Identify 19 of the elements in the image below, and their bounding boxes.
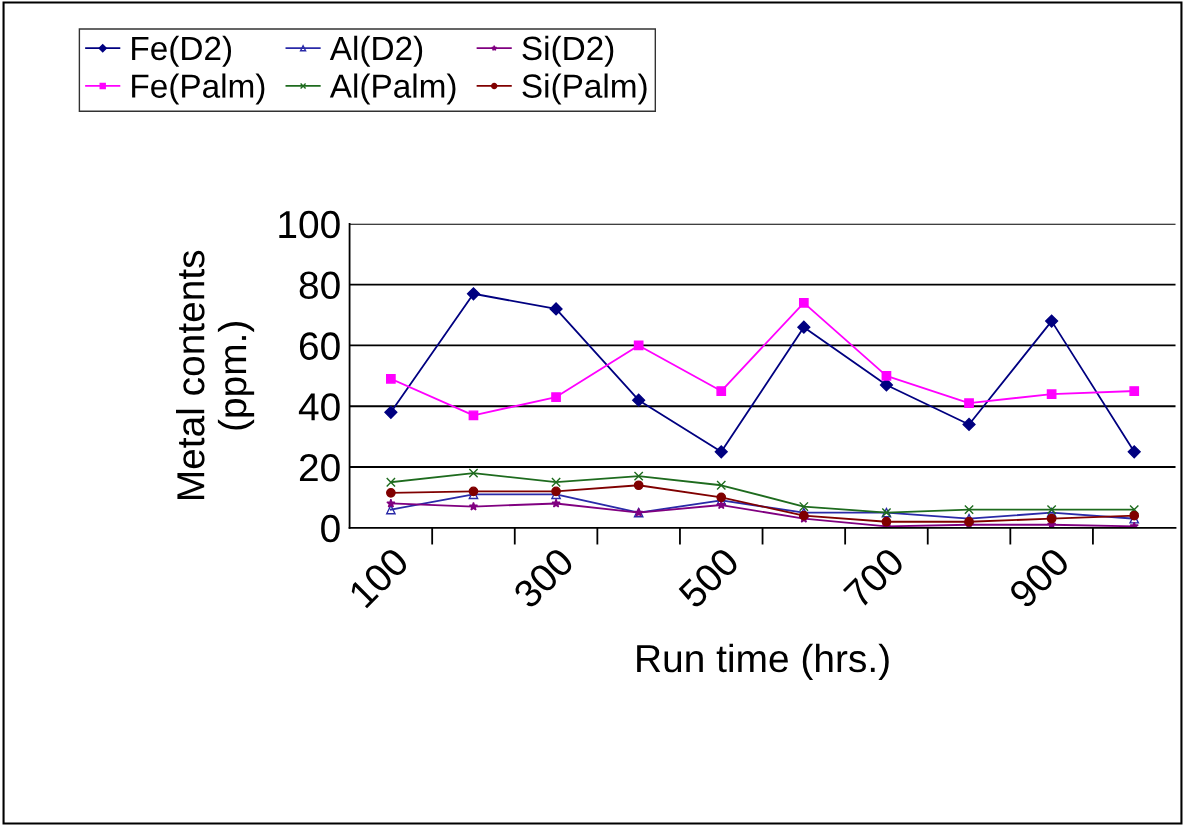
legend-label: Si(D2) (522, 35, 614, 67)
legend-label: Fe(Palm) (132, 73, 265, 105)
x-axis-title: Run time (hrs.) (637, 643, 889, 680)
y-tick-label: 100 (279, 210, 340, 239)
x-tick-label: 900 (1007, 546, 1071, 610)
y-axis-title: Metal contents (ppm.) (176, 250, 255, 500)
legend-label: Al(D2) (329, 35, 423, 67)
x-tick-label: 100 (347, 546, 410, 609)
y-tick-label: 0 (321, 514, 340, 543)
y-tick-label: 20 (299, 453, 340, 482)
y-tick-label: 80 (299, 271, 340, 300)
y-tick-label: 60 (299, 332, 340, 360)
legend-label: Fe(D2) (132, 35, 232, 67)
x-tick-label: 500 (677, 546, 741, 610)
legend-label: Al(Palm) (329, 73, 456, 105)
legend-label: Si(Palm) (522, 73, 647, 105)
x-tick-label: 300 (511, 546, 576, 610)
y-tick-label: 40 (298, 393, 340, 421)
x-tick-label: 700 (842, 546, 906, 610)
